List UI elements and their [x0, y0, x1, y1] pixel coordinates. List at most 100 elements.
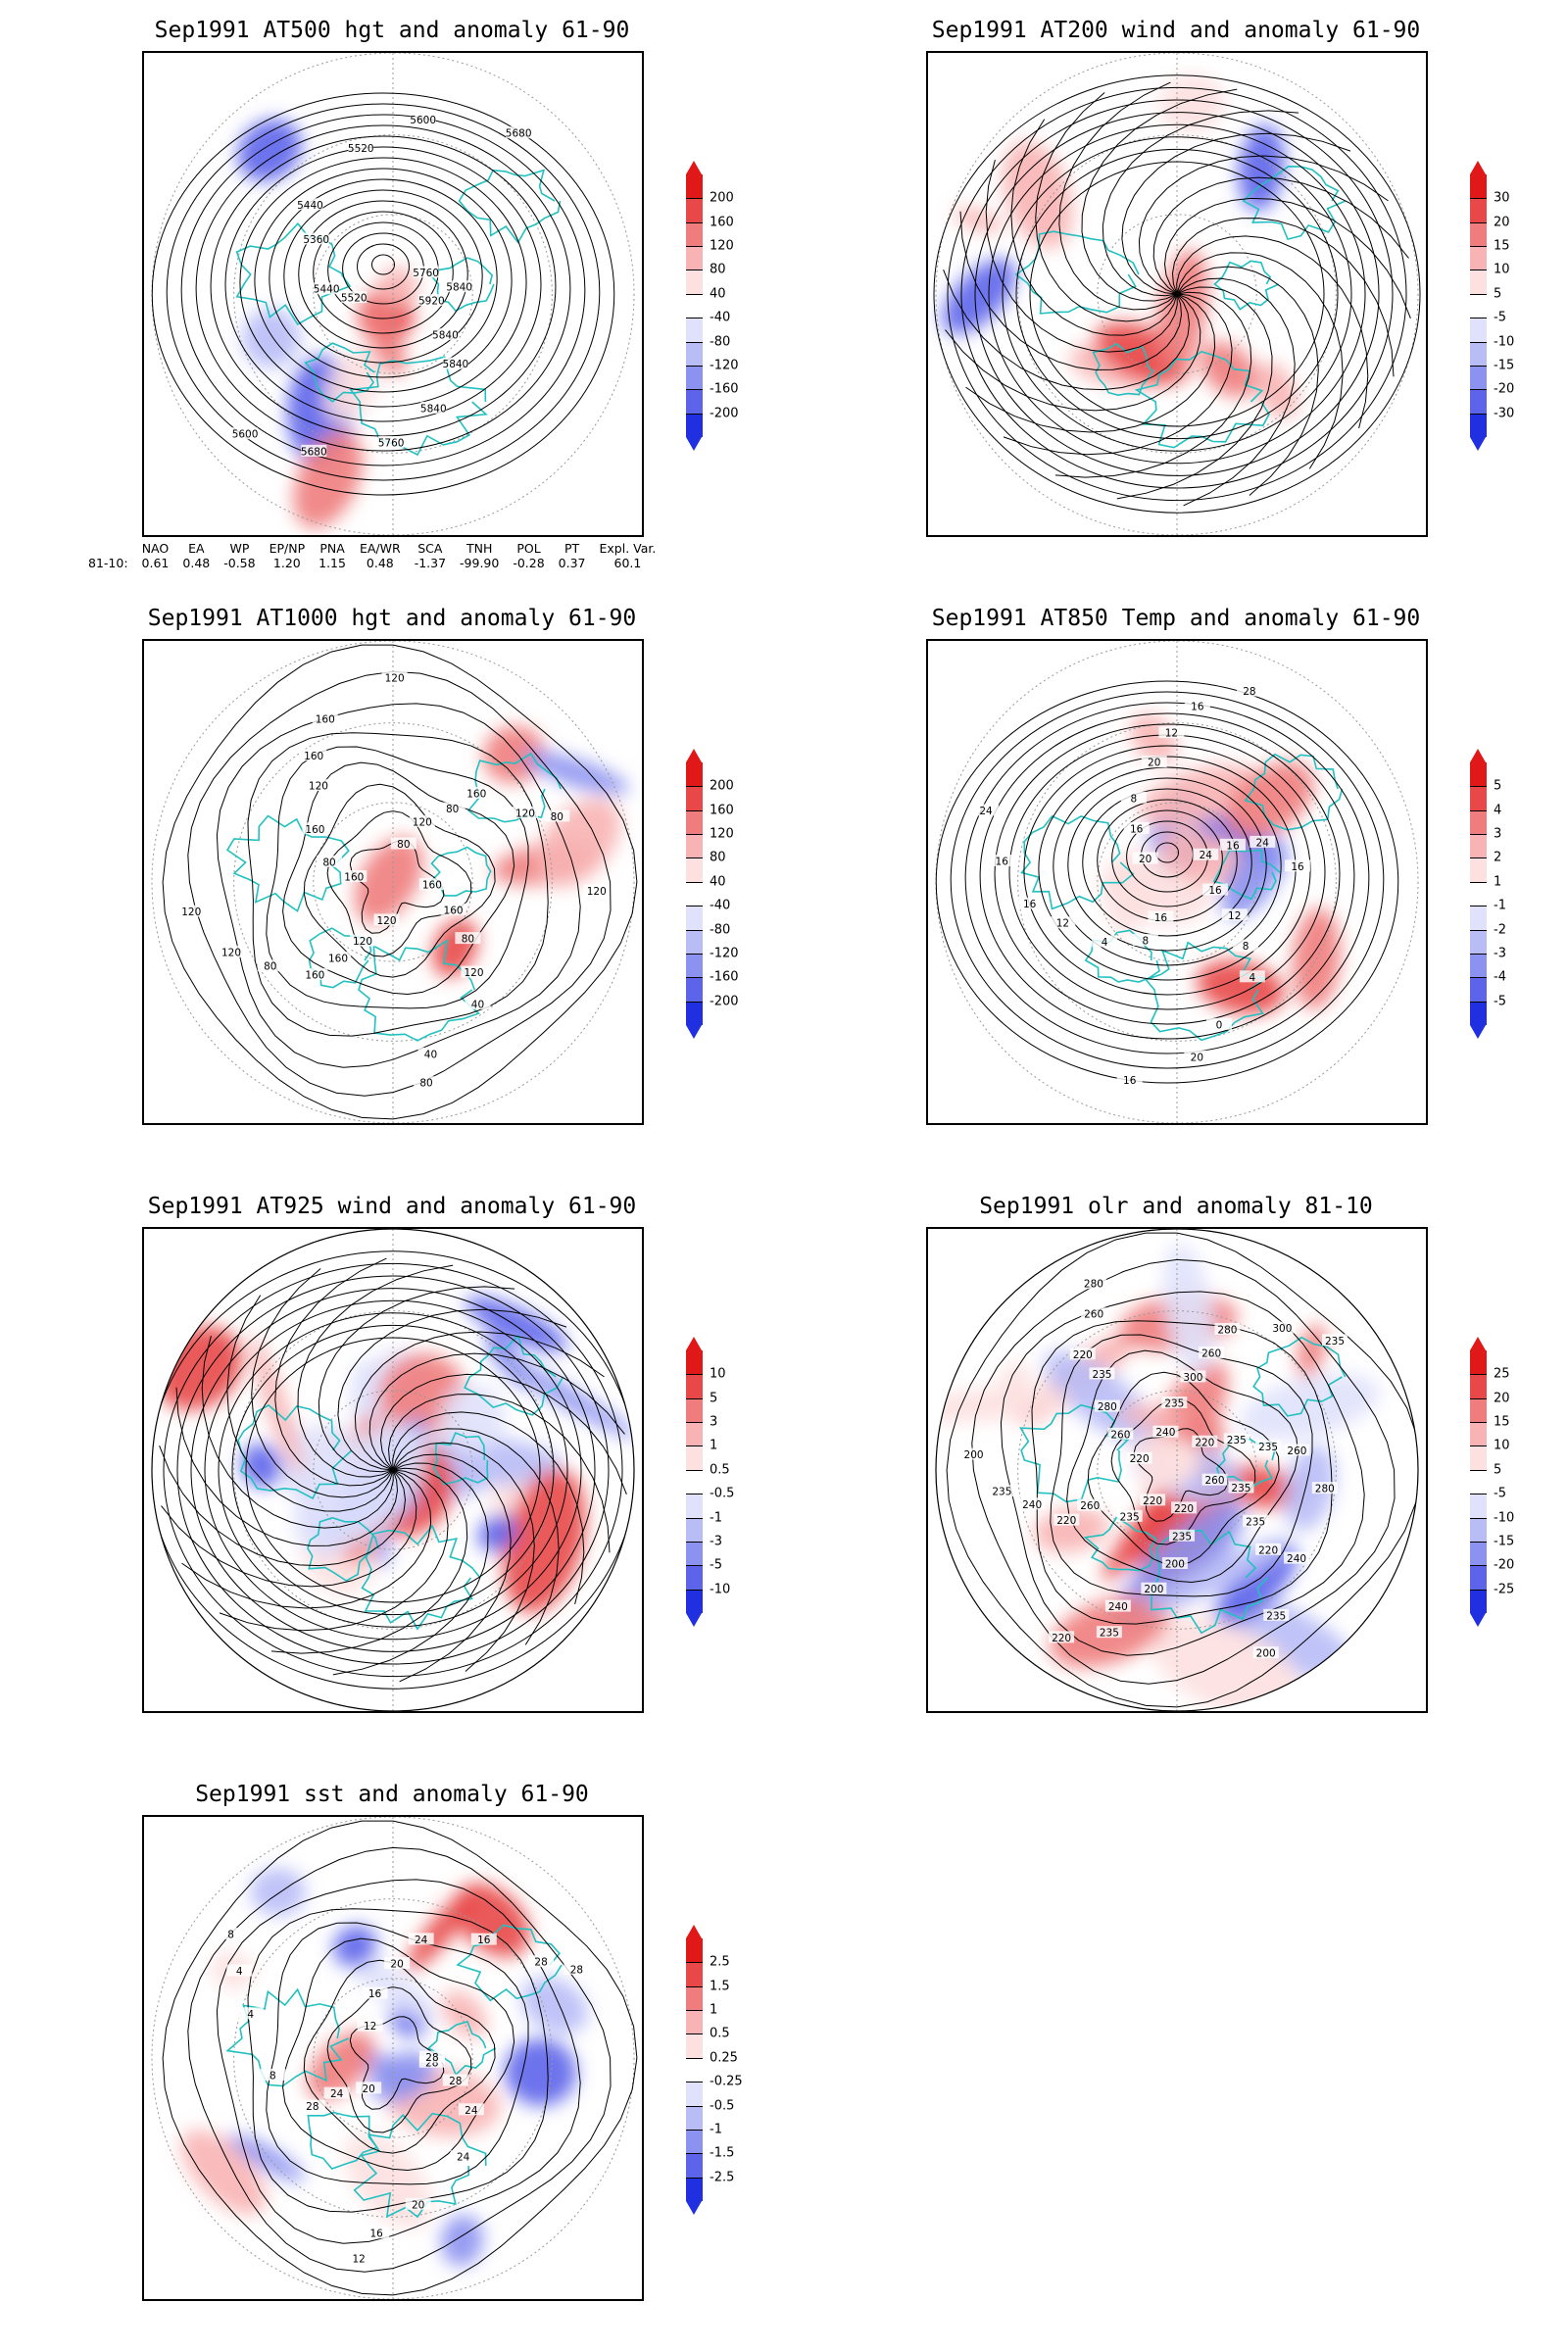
positive-anomaly-area	[324, 345, 383, 422]
colorbar-label: -0.25	[710, 2074, 743, 2089]
colorbar-swatch	[1470, 1446, 1487, 1470]
colorbar-tick	[1470, 389, 1487, 391]
colorbar-label: 2.5	[710, 1954, 730, 1970]
contour-label: 280	[1315, 1484, 1335, 1495]
streamline	[163, 1262, 623, 1678]
colorbar-label: 15	[1494, 238, 1510, 254]
streamline	[1116, 286, 1273, 500]
contour-label: 28	[306, 2101, 318, 2113]
panel-olr: Sep1991 olr and anomaly 81-10 260 235 235 2…	[784, 1176, 1568, 1764]
colorbar-swatch	[686, 198, 703, 222]
streamline	[190, 1288, 596, 1652]
contour-label-bg	[297, 198, 323, 211]
contour-label-bg	[1132, 933, 1158, 946]
colorbar-swatch	[1470, 1374, 1487, 1398]
colorbar-tick	[686, 1589, 703, 1591]
colorbar-swatch	[1470, 906, 1487, 930]
colorbar-swatch	[686, 2034, 703, 2058]
colorbar-tick	[686, 2057, 703, 2059]
contour-label-bg	[1116, 1509, 1143, 1522]
colorbar-tick	[686, 2010, 703, 2012]
contour-label: 235	[1258, 1442, 1278, 1453]
streamline	[226, 1295, 394, 1512]
contour-label: 8	[1143, 935, 1150, 947]
colorbar-label: 80	[710, 850, 726, 865]
contour-label: 5520	[341, 293, 368, 305]
colorbar-swatch	[686, 174, 703, 199]
colorbar-swatch	[686, 881, 703, 906]
contour-label-bg	[442, 357, 468, 369]
negative-anomaly-area	[1146, 1537, 1294, 1611]
contour-label-bg	[432, 328, 459, 341]
colorbar-label: 0.5	[710, 1462, 730, 1478]
colorbar-swatch	[686, 318, 703, 342]
streamline	[175, 1387, 399, 1546]
contour-line	[357, 243, 410, 290]
negative-anomaly-area	[1240, 1373, 1380, 1441]
colorbar-min-arrow	[686, 437, 702, 451]
contour-label-bg	[544, 809, 570, 822]
contour-label-bg	[512, 807, 538, 819]
colorbar-tick	[686, 1374, 703, 1376]
contour-label: 20	[362, 2083, 374, 2095]
contour-label: 28	[449, 2076, 462, 2087]
streamline	[1003, 293, 1233, 456]
coastline	[304, 342, 375, 403]
contour-line	[1067, 777, 1267, 952]
colorbar-tick	[686, 2129, 703, 2131]
contour-label-bg	[461, 965, 487, 978]
colorbar-swatch	[686, 293, 703, 318]
contour-label-bg	[1214, 1322, 1241, 1335]
streamline	[1002, 136, 1352, 452]
contour-label-bg	[439, 802, 466, 814]
colorbar-tick	[686, 293, 703, 295]
colorbar-tick	[686, 2153, 703, 2155]
colorbar-tick	[686, 365, 703, 367]
contour-label-bg	[408, 1933, 434, 1945]
colorbar: 200 160 120 80 40 -40 -80 -120 -160 -200	[676, 161, 823, 451]
contour-label: 120	[221, 947, 241, 958]
colorbar-tick	[686, 2105, 703, 2107]
colorbar-tick	[1470, 977, 1487, 979]
streamline	[965, 293, 1216, 433]
contour-label: 220	[1052, 1633, 1071, 1644]
contour-label: 120	[181, 906, 201, 918]
contour-label: 160	[422, 880, 442, 892]
colorbar-tick	[1470, 1374, 1487, 1376]
contour-label: 5840	[446, 282, 472, 294]
colorbar-swatch	[1470, 786, 1487, 810]
coastline	[456, 1924, 563, 2002]
contour-label-bg	[442, 2074, 468, 2086]
contour-label: 12	[352, 2254, 365, 2266]
contour-label-bg	[373, 913, 400, 926]
contour-label: 240	[1287, 1553, 1306, 1565]
contour-line	[1087, 1371, 1280, 1566]
contour-label-bg	[470, 1933, 497, 1945]
contour-label-bg	[464, 786, 490, 799]
contour-label: 16	[477, 1935, 491, 1946]
map-plot: 16 12 8 4 0 20 16 16 8 4 12 16 16 24 20 16 8 20 12 16 28 24 16…	[935, 641, 1419, 1123]
contour-label: 160	[466, 788, 486, 800]
contour-line	[239, 157, 527, 408]
contour-label-bg	[1223, 1433, 1250, 1446]
contour-line	[971, 1258, 1396, 1685]
coastlines	[225, 1924, 563, 2219]
contour-line	[151, 92, 615, 496]
contour-label: 5520	[348, 143, 374, 155]
contour-label: 280	[1217, 1324, 1237, 1336]
colorbar-swatch	[686, 1985, 703, 2011]
contour-label-bg	[350, 934, 376, 947]
positive-anomaly-area	[250, 1335, 303, 1474]
negative-anomaly-area	[242, 308, 301, 368]
colorbar-swatch	[1470, 318, 1487, 342]
contour-label-bg	[440, 903, 466, 915]
colorbar-swatch	[686, 365, 703, 390]
map-frame	[142, 1227, 644, 1713]
streamline	[1121, 132, 1351, 295]
contour-label: 24	[465, 2105, 478, 2117]
contour-line	[313, 211, 454, 334]
colorbar-tick	[686, 2177, 703, 2179]
contour-label: 80	[322, 857, 335, 868]
positive-anomaly-area	[180, 2130, 267, 2215]
panel-at925: Sep1991 AT925 wind and anomaly 61-90 10 5…	[0, 1176, 784, 1764]
